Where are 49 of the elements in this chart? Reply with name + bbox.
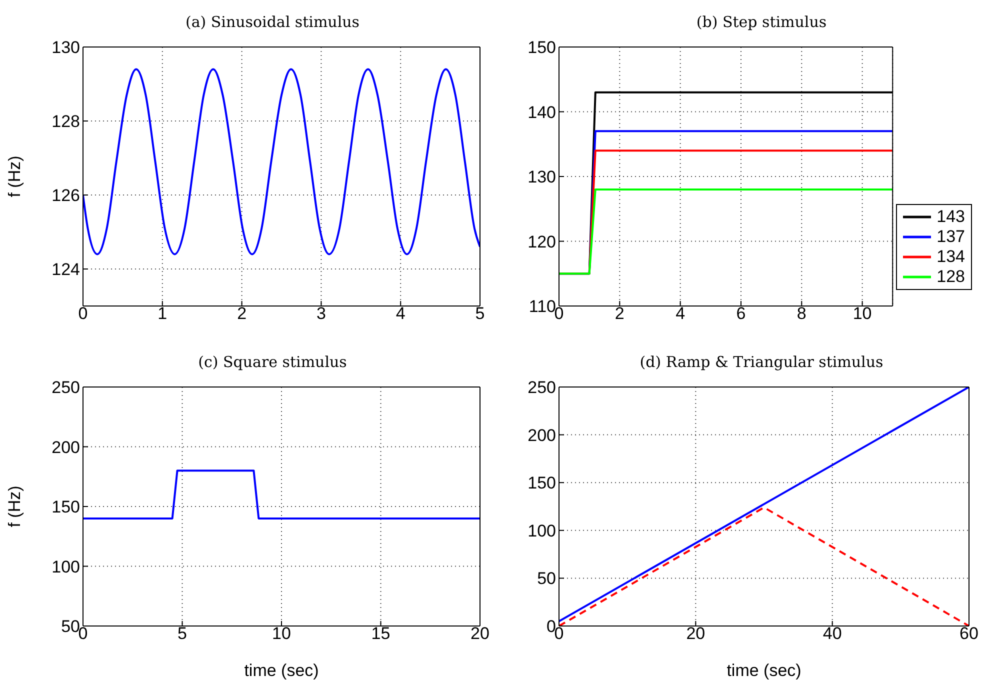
y-tick-label: 124	[52, 260, 80, 280]
x-tick-label: 1	[158, 304, 168, 324]
legend-label: 128	[936, 267, 965, 287]
x-tick-label: 3	[316, 304, 326, 324]
x-tick-label: 2	[237, 304, 247, 324]
y-tick-label: 150	[528, 474, 556, 493]
legend-label: 143	[936, 207, 965, 227]
chart-title: (b) Step stimulus	[695, 12, 828, 33]
x-tick-label: 20	[686, 624, 706, 644]
y-tick-label: 130	[52, 38, 80, 58]
x-tick-label: 2	[614, 304, 624, 324]
y-tick-label: 200	[52, 438, 80, 457]
x-tick-label: 40	[822, 624, 842, 644]
y-axis-title: f (Hz)	[5, 156, 24, 198]
y-tick-label: 250	[52, 378, 80, 398]
x-tick-label: 60	[960, 624, 978, 644]
legend-label: 134	[936, 247, 965, 267]
line-series	[83, 68, 480, 256]
legend-label: 137	[936, 227, 965, 247]
x-axis-title: time (sec)	[244, 661, 319, 680]
y-tick-label: 126	[52, 186, 80, 206]
x-tick-label: 4	[396, 304, 406, 324]
y-tick-label: 250	[528, 378, 556, 398]
y-tick-label: 100	[52, 557, 80, 576]
x-tick-label: 8	[796, 304, 806, 324]
x-tick-label: 10	[852, 304, 872, 324]
x-tick-label: 10	[272, 624, 291, 644]
x-tick-label: 5	[178, 624, 187, 644]
chart-title: (a) Sinusoidal stimulus	[184, 12, 360, 33]
y-tick-label: 130	[528, 168, 556, 187]
y-tick-label: 200	[528, 426, 556, 445]
y-tick-label: 150	[52, 498, 80, 517]
chart-title: (c) Square stimulus	[197, 352, 348, 373]
x-tick-label: 5	[475, 304, 485, 324]
chart-title: (d) Ramp & Triangular stimulus	[638, 352, 884, 373]
x-tick-label: 4	[676, 304, 686, 324]
x-axis-title: time (sec)	[726, 661, 802, 680]
y-tick-label: 50	[61, 617, 80, 636]
y-tick-label: 120	[528, 232, 556, 252]
x-tick-label: 20	[470, 624, 490, 644]
y-axis-title: f (Hz)	[5, 486, 24, 528]
y-tick-label: 50	[537, 569, 556, 588]
y-tick-label: 150	[528, 38, 556, 58]
x-tick-label: 6	[736, 304, 746, 324]
y-tick-label: 140	[528, 102, 556, 122]
y-tick-label: 128	[52, 112, 80, 132]
x-tick-label: 15	[371, 624, 390, 644]
y-tick-label: 110	[528, 297, 556, 316]
y-tick-label: 100	[528, 521, 556, 540]
